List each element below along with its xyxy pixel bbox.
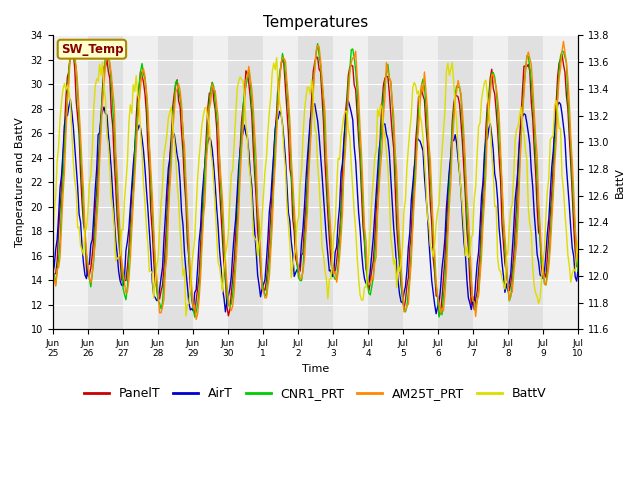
Bar xyxy=(403,36,438,329)
Bar xyxy=(438,36,473,329)
Bar xyxy=(193,36,228,329)
Bar xyxy=(263,36,298,329)
Title: Temperatures: Temperatures xyxy=(263,15,368,30)
Bar xyxy=(228,36,263,329)
Bar xyxy=(508,36,543,329)
Y-axis label: Temperature and BattV: Temperature and BattV xyxy=(15,118,25,247)
Bar xyxy=(543,36,578,329)
Bar xyxy=(123,36,158,329)
Bar xyxy=(333,36,368,329)
Legend: PanelT, AirT, CNR1_PRT, AM25T_PRT, BattV: PanelT, AirT, CNR1_PRT, AM25T_PRT, BattV xyxy=(79,383,552,406)
Bar xyxy=(298,36,333,329)
Bar xyxy=(578,36,613,329)
Bar xyxy=(88,36,123,329)
Text: SW_Temp: SW_Temp xyxy=(61,43,123,56)
Bar xyxy=(473,36,508,329)
Bar xyxy=(158,36,193,329)
Bar xyxy=(368,36,403,329)
X-axis label: Time: Time xyxy=(302,364,329,374)
Y-axis label: BattV: BattV xyxy=(615,167,625,198)
Bar xyxy=(52,36,88,329)
